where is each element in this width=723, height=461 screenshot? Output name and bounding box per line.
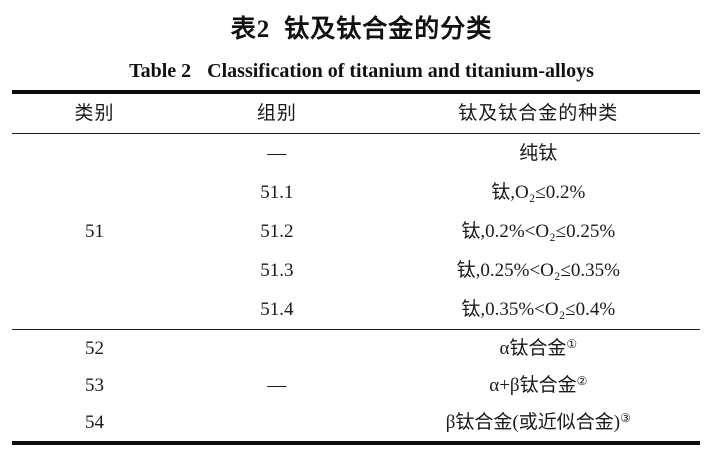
cell-type: 钛,0.35%<O₂≤0.4%: [461, 299, 616, 320]
table-caption-en: Classification of titanium and titanium-…: [207, 60, 594, 82]
cell-type: β钛合金(或近似合金)③: [377, 404, 700, 443]
cell-group: —: [177, 329, 377, 443]
table-row: 53 α+β钛合金②: [12, 367, 700, 404]
cell-group: 51.2: [260, 221, 294, 242]
classification-table: 类别 组别 钛及钛合金的种类 51 — 纯钛 51.1 钛,O₂≤0.2% 51…: [12, 90, 700, 445]
table-number-zh: 表2: [230, 16, 271, 43]
cell-group: 51.1: [260, 182, 294, 203]
footnote-marker: ①: [566, 337, 578, 351]
cell-category: 51: [85, 221, 105, 242]
cell-type: α钛合金①: [376, 329, 700, 367]
table-row: 51.3 钛,0.25%<O₂≤0.35%: [12, 251, 700, 290]
cell-type-text: α钛合金: [499, 338, 567, 359]
cell-type: 钛,0.2%<O₂≤0.25%: [461, 221, 616, 242]
cell-group: 51.4: [260, 299, 294, 320]
header-row: 类别 组别 钛及钛合金的种类: [12, 92, 700, 134]
table-caption-zh: 钛及钛合金的分类: [284, 16, 493, 43]
table-title-chinese: 表2 钛及钛合金的分类: [0, 9, 723, 45]
col-header-type: 钛及钛合金的种类: [376, 92, 700, 134]
footnote-marker: ③: [620, 411, 631, 425]
table-row: 51.4 钛,0.35%<O₂≤0.4%: [12, 290, 700, 330]
cell-type: 钛,0.25%<O₂≤0.35%: [456, 260, 621, 281]
table-row: 51 — 纯钛: [12, 134, 700, 241]
table-row: 52 — α钛合金①: [12, 329, 700, 443]
cell-type: 纯钛: [519, 143, 558, 164]
footnote-marker: ②: [576, 374, 588, 388]
cell-category: 52: [12, 329, 178, 367]
col-header-group: 组别: [177, 92, 377, 134]
cell-category: 54: [85, 412, 105, 433]
cell-type-text: β钛合金(或近似合金): [445, 412, 621, 433]
col-header-category: 类别: [12, 92, 178, 134]
table-row: 51.1 钛,O₂≤0.2%: [12, 173, 700, 212]
cell-group: —: [267, 143, 287, 164]
cell-group: 51.3: [260, 260, 294, 281]
table-title-english: Table 2 Classification of titanium and ti…: [0, 60, 723, 83]
table-row: 54 β钛合金(或近似合金)③: [12, 404, 700, 443]
cell-type: 钛,O₂≤0.2%: [491, 182, 586, 203]
table-number-en: Table 2: [129, 60, 192, 82]
cell-category: 53: [85, 375, 105, 396]
cell-type: α+β钛合金②: [377, 367, 700, 404]
cell-type-text: α+β钛合金: [489, 375, 577, 396]
table-row: 51.2 钛,0.2%<O₂≤0.25%: [12, 212, 700, 251]
